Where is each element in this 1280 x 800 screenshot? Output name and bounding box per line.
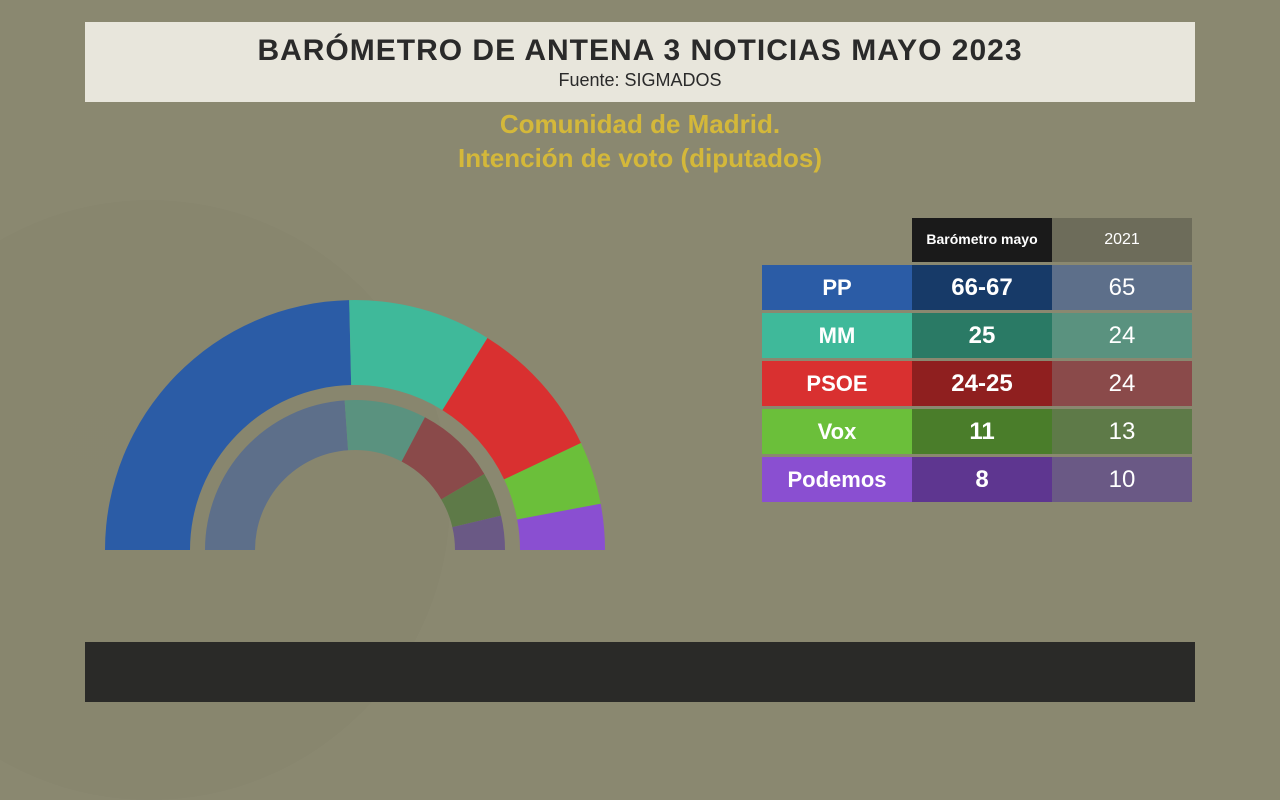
table-header-col2: 2021 xyxy=(1052,218,1192,262)
results-table: Barómetro mayo 2021 PP66-6765MM2524PSOE2… xyxy=(762,218,1192,502)
table-header-spacer xyxy=(762,218,912,262)
chart-svg xyxy=(95,275,615,565)
party-value-current: 8 xyxy=(912,457,1052,502)
party-value-current: 25 xyxy=(912,313,1052,358)
header-band: BARÓMETRO DE ANTENA 3 NOTICIAS MAYO 2023… xyxy=(85,22,1195,102)
subtitle-block: Comunidad de Madrid. Intención de voto (… xyxy=(0,108,1280,176)
party-value-2021: 24 xyxy=(1052,313,1192,358)
half-donut-chart xyxy=(95,275,615,565)
table-row: Vox1113 xyxy=(762,409,1192,454)
table-row: PP66-6765 xyxy=(762,265,1192,310)
party-name-cell: Podemos xyxy=(762,457,912,502)
party-name-cell: MM xyxy=(762,313,912,358)
table-row: MM2524 xyxy=(762,313,1192,358)
party-name-cell: PP xyxy=(762,265,912,310)
table-row: PSOE24-2524 xyxy=(762,361,1192,406)
table-header: Barómetro mayo 2021 xyxy=(762,218,1192,262)
party-value-current: 66-67 xyxy=(912,265,1052,310)
party-value-2021: 24 xyxy=(1052,361,1192,406)
subtitle-line-1: Comunidad de Madrid. xyxy=(0,108,1280,142)
party-value-current: 11 xyxy=(912,409,1052,454)
party-name-cell: PSOE xyxy=(762,361,912,406)
subtitle-line-2: Intención de voto (diputados) xyxy=(0,142,1280,176)
table-header-col1: Barómetro mayo xyxy=(912,218,1052,262)
party-value-current: 24-25 xyxy=(912,361,1052,406)
party-name-cell: Vox xyxy=(762,409,912,454)
party-value-2021: 10 xyxy=(1052,457,1192,502)
table-row: Podemos810 xyxy=(762,457,1192,502)
party-value-2021: 13 xyxy=(1052,409,1192,454)
main-title: BARÓMETRO DE ANTENA 3 NOTICIAS MAYO 2023 xyxy=(257,34,1022,68)
source-label: Fuente: SIGMADOS xyxy=(558,70,721,91)
party-value-2021: 65 xyxy=(1052,265,1192,310)
footer-band xyxy=(85,642,1195,702)
